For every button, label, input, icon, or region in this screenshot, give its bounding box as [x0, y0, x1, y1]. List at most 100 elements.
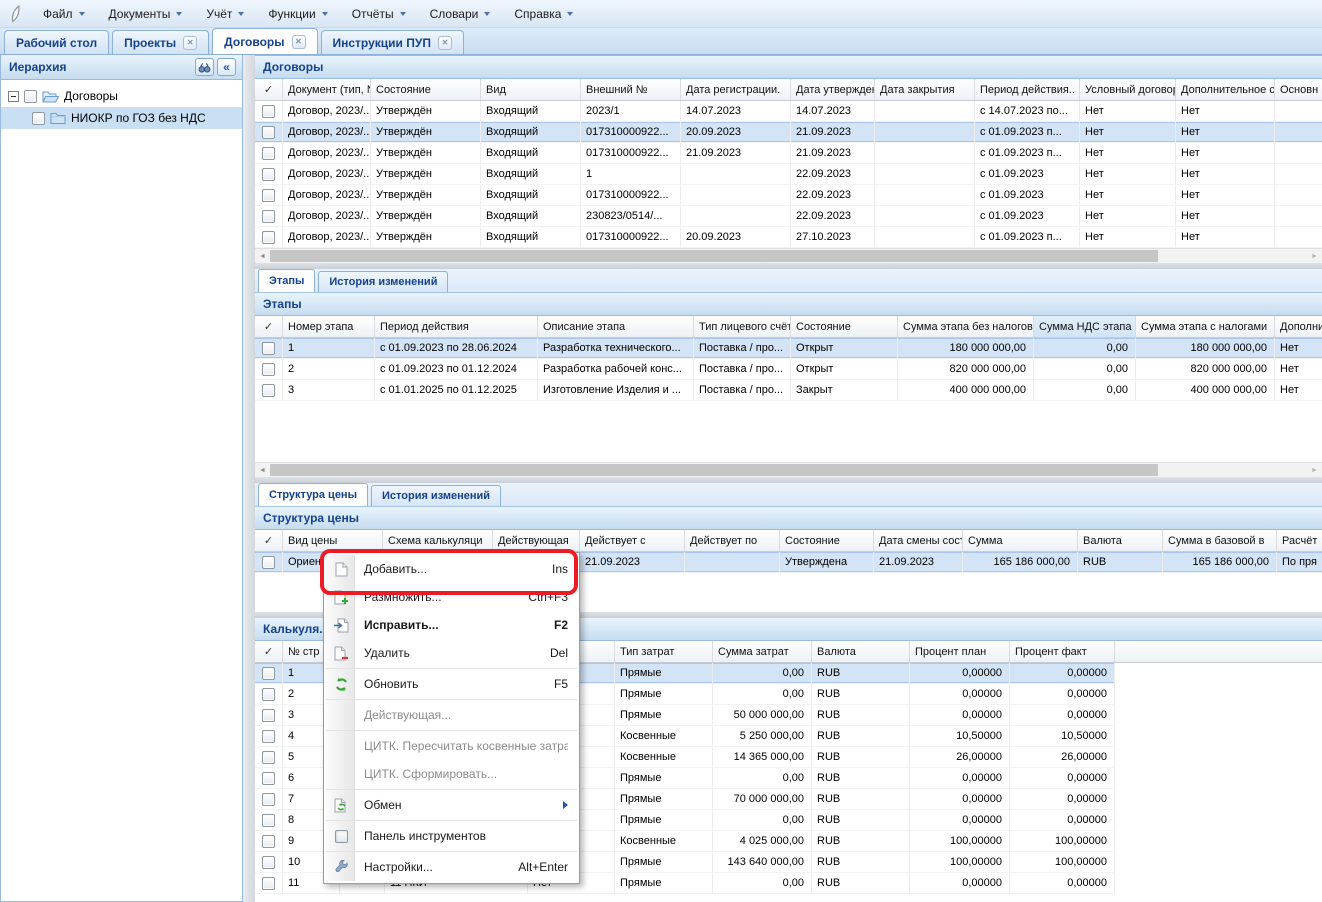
column-header[interactable]: Сумма этапа без налогов	[898, 316, 1034, 337]
row-checkbox[interactable]	[262, 146, 275, 160]
column-header[interactable]: Состояние	[791, 316, 898, 337]
horizontal-splitter[interactable]	[255, 263, 1322, 269]
horizontal-splitter[interactable]	[255, 612, 1322, 618]
vertical-splitter[interactable]	[243, 55, 255, 902]
column-header[interactable]: Основн	[1275, 79, 1322, 100]
row-checkbox[interactable]	[262, 167, 275, 181]
row-checkbox[interactable]	[262, 383, 275, 397]
collapse-node-icon[interactable]	[8, 90, 19, 102]
tab-stages-history[interactable]: История изменений	[318, 271, 449, 292]
close-icon[interactable]	[291, 34, 306, 49]
table-row[interactable]: Договор, 2023/... Утверждён Входящий 230823…	[255, 206, 1322, 227]
column-header[interactable]	[528, 641, 615, 662]
tab-instructions-pup[interactable]: Инструкции ПУП	[320, 30, 464, 54]
menu-item-duplicate[interactable]: Размножить... Ctrl+F3	[326, 583, 577, 611]
menu-item-current[interactable]: Действующая...	[326, 701, 577, 729]
column-header[interactable]: Сумма НДС этапа	[1034, 316, 1136, 337]
column-header[interactable]: Дата утверждения	[791, 79, 875, 100]
menu-item-delete[interactable]: Удалить Del	[326, 639, 577, 667]
menu-documents[interactable]: Документы	[98, 3, 194, 25]
column-header[interactable]: Вид цены	[283, 530, 383, 551]
tab-price-structure[interactable]: Структура цены	[258, 483, 368, 506]
row-checkbox[interactable]	[262, 666, 275, 680]
column-header[interactable]: Состояние	[371, 79, 481, 100]
row-checkbox[interactable]	[262, 834, 275, 848]
table-row[interactable]: Договор, 2023/... Утверждён Входящий 017310…	[255, 122, 1322, 143]
column-header[interactable]: Период действия	[375, 316, 538, 337]
column-header[interactable]: Действующая	[493, 530, 580, 551]
menu-file[interactable]: Файл	[32, 3, 96, 25]
close-icon[interactable]	[437, 35, 452, 50]
column-header[interactable]: Период действия..	[975, 79, 1080, 100]
column-header[interactable]: Условный договор	[1080, 79, 1176, 100]
row-checkbox[interactable]	[262, 362, 275, 376]
row-checkbox[interactable]	[262, 771, 275, 785]
row-checkbox[interactable]	[262, 813, 275, 827]
row-checkbox[interactable]	[262, 104, 275, 118]
row-checkbox[interactable]	[262, 750, 275, 764]
row-checkbox[interactable]	[262, 341, 275, 355]
select-all-header[interactable]	[255, 530, 283, 551]
horizontal-scrollbar[interactable]	[255, 248, 1322, 263]
row-checkbox[interactable]	[262, 230, 275, 244]
column-header[interactable]: Дополнительное с	[1176, 79, 1275, 100]
row-checkbox[interactable]	[262, 125, 275, 139]
column-header[interactable]: Сумма в базовой в	[1163, 530, 1277, 551]
tree-checkbox[interactable]	[24, 89, 37, 103]
scroll-left-icon[interactable]	[255, 463, 270, 477]
scroll-right-icon[interactable]	[1307, 249, 1322, 263]
row-checkbox[interactable]	[262, 687, 275, 701]
row-checkbox[interactable]	[262, 188, 275, 202]
scroll-left-icon[interactable]	[255, 249, 270, 263]
collapse-panel-icon[interactable]	[217, 58, 236, 76]
tab-stages[interactable]: Этапы	[258, 269, 316, 292]
column-header[interactable]: Дата смены состо	[874, 530, 963, 551]
column-header[interactable]: Валюта	[1078, 530, 1163, 551]
menu-item-citk-generate[interactable]: ЦИТК. Сформировать...	[326, 760, 577, 788]
column-header[interactable]: Тип лицевого счёт	[694, 316, 791, 337]
menu-item-refresh[interactable]: Обновить F5	[326, 670, 577, 698]
select-all-header[interactable]	[255, 316, 283, 337]
row-checkbox[interactable]	[262, 792, 275, 806]
menu-reports[interactable]: Отчёты	[341, 3, 417, 25]
horizontal-scrollbar[interactable]	[255, 462, 1322, 477]
table-row[interactable]: Договор, 2023/... Утверждён Входящий 1 22.09…	[255, 164, 1322, 185]
menu-dictionaries[interactable]: Словари	[419, 3, 502, 25]
row-checkbox[interactable]	[262, 708, 275, 722]
column-header[interactable]: Описание этапа	[538, 316, 694, 337]
column-header[interactable]: Сумма этапа с налогами	[1136, 316, 1275, 337]
column-header[interactable]: Тип затрат	[615, 641, 713, 662]
menu-item-toolbar[interactable]: Панель инструментов	[326, 822, 577, 850]
column-header[interactable]: Расчёт	[1277, 530, 1322, 551]
search-icon[interactable]	[195, 58, 214, 76]
table-row[interactable]: Договор, 2023/... Утверждён Входящий 017310…	[255, 143, 1322, 164]
column-header[interactable]: Процент план	[910, 641, 1010, 662]
menu-item-add[interactable]: Добавить... Ins	[326, 555, 577, 583]
column-header[interactable]: Схема калькуляци	[383, 530, 493, 551]
column-header[interactable]: Дата регистрации.	[681, 79, 791, 100]
table-row[interactable]: Договор, 2023/... Утверждён Входящий 2023/1…	[255, 101, 1322, 122]
row-checkbox[interactable]	[262, 209, 275, 223]
column-header[interactable]: Вид	[481, 79, 581, 100]
tab-desktop[interactable]: Рабочий стол	[4, 30, 110, 54]
tree-checkbox[interactable]	[32, 111, 45, 125]
column-header[interactable]: Дата закрытия	[875, 79, 975, 100]
table-row[interactable]: Договор, 2023/... Утверждён Входящий 017310…	[255, 185, 1322, 206]
menu-functions[interactable]: Функции	[257, 3, 338, 25]
scrollbar-thumb[interactable]	[270, 250, 1158, 262]
row-checkbox[interactable]	[262, 876, 275, 890]
select-all-header[interactable]	[255, 79, 283, 100]
tab-projects[interactable]: Проекты	[112, 30, 210, 54]
column-header[interactable]: Документ (тип, №	[283, 79, 371, 100]
column-header[interactable]: Номер этапа	[283, 316, 375, 337]
menu-item-citk-recalculate[interactable]: ЦИТК. Пересчитать косвенные затраты...	[326, 732, 577, 760]
column-header[interactable]: Дополни	[1275, 316, 1322, 337]
column-header[interactable]: Внешний №	[581, 79, 681, 100]
tab-price-history[interactable]: История изменений	[370, 485, 502, 506]
scroll-right-icon[interactable]	[1307, 463, 1322, 477]
menu-help[interactable]: Справка	[503, 3, 584, 25]
select-all-header[interactable]	[255, 641, 283, 662]
column-header[interactable]: Процент факт	[1010, 641, 1115, 662]
